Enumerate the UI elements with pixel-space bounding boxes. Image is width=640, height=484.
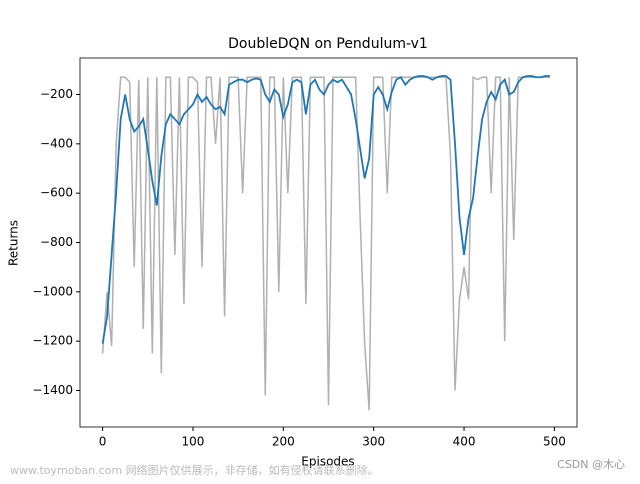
line-series bbox=[101, 75, 550, 411]
watermark: CSDN @木心 bbox=[557, 458, 625, 471]
y-tick-label: −1000 bbox=[32, 284, 73, 298]
y-tick-label: −600 bbox=[40, 186, 73, 200]
plot-frame bbox=[79, 57, 578, 428]
x-tick-label: 500 bbox=[543, 435, 566, 449]
y-tick-label: −1400 bbox=[32, 383, 73, 397]
x-tick-label: 400 bbox=[453, 435, 476, 449]
x-tick-label: 100 bbox=[182, 435, 205, 449]
x-tick-label: 300 bbox=[362, 435, 385, 449]
x-axis-label: Episodes bbox=[301, 455, 354, 469]
x-tick-label: 0 bbox=[99, 435, 107, 449]
chart-title: DoubleDQN on Pendulum-v1 bbox=[228, 36, 428, 52]
watermark: www.toymoban.com 网络图片仅供展示，非存储，如有侵权请联系删除。 bbox=[10, 463, 379, 477]
y-axis-label: Returns bbox=[7, 220, 21, 266]
y-tick-label: −1200 bbox=[32, 334, 73, 348]
x-tick-label: 200 bbox=[272, 435, 295, 449]
y-tick-label: −200 bbox=[40, 87, 73, 101]
y-tick-label: −400 bbox=[40, 136, 73, 150]
line-series bbox=[101, 75, 550, 344]
y-tick-label: −800 bbox=[40, 235, 73, 249]
